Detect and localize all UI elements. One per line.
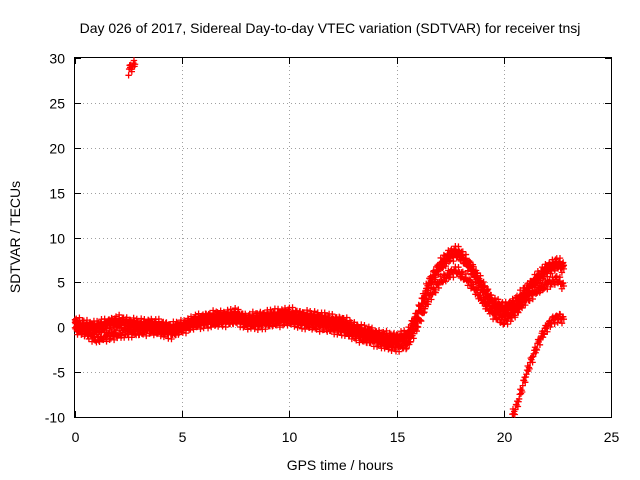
chart-title: Day 026 of 2017, Sidereal Day-to-day VTE… [80,20,581,36]
data-point [556,254,564,262]
y-tick-label: -5 [53,365,66,381]
y-tick-label: 30 [49,51,65,67]
data-point [511,302,519,309]
data-point [343,314,350,321]
data-point [356,330,363,337]
y-axis-label: SDTVAR / TECUs [7,181,23,293]
data-point [182,325,190,332]
y-tick-label: 5 [57,275,65,291]
data-point [450,253,457,260]
data-point [131,61,139,68]
data-point [511,314,519,321]
data-point [125,323,132,330]
data-point [414,323,422,331]
data-point [477,272,484,279]
y-tick-label: 10 [49,231,65,247]
data-point [311,308,318,315]
data-point [395,348,403,355]
data-point [551,320,558,328]
data-point [262,316,269,324]
data-point [130,57,138,64]
x-tick-label: 20 [497,429,513,445]
y-tick-label: 15 [49,186,65,202]
data-point [262,325,269,333]
data-point [222,323,229,331]
data-point [526,365,533,373]
data-point [329,310,336,318]
data-point [481,282,489,290]
data-point [484,285,492,293]
data-point [529,359,536,366]
data-point [407,327,414,334]
y-tick-label: 20 [49,141,65,157]
data-point [407,338,414,346]
data-point [219,315,226,323]
data-point [316,318,323,325]
data-point [417,303,425,310]
data-point [85,326,93,333]
data-point [204,324,212,332]
series [509,310,568,418]
x-tick-label: 5 [179,429,187,445]
data-point [553,272,560,280]
data-point [231,305,239,312]
data-point [558,320,566,327]
data-point [289,304,296,311]
x-tick-label: 15 [390,429,406,445]
y-tick-label: 0 [57,320,65,336]
data-point [462,270,470,278]
data-point [529,295,537,303]
series [125,57,139,79]
plot-frame [74,57,612,418]
data-point [115,311,123,319]
x-tick-label: 25 [604,429,620,445]
data-point [410,335,417,342]
data-point [560,262,568,269]
data-point [435,266,443,274]
data-point [560,315,568,323]
x-tick-label: 0 [72,429,80,445]
data-point [499,313,506,320]
data-point [518,388,526,396]
data-point [192,311,199,318]
ticks: 0 5 10 15 20 25 -10 -5 0 5 10 15 20 25 30 [45,51,620,446]
data-point [410,322,417,330]
data-point [477,288,484,296]
data-point [529,283,537,290]
series [71,243,568,345]
y-tick-label: -10 [45,410,65,426]
data-point [380,328,387,336]
data-point [558,265,566,273]
x-axis-label: GPS time / hours [287,457,394,473]
data-point [544,328,551,335]
data-point [155,315,163,323]
data-point [395,338,403,345]
data-point [125,72,132,79]
data-point [417,317,425,325]
data-point [414,310,422,317]
data-point [435,284,443,292]
data-point [432,289,439,296]
data-point [484,300,492,307]
data-point [459,248,467,255]
data-point [533,346,541,354]
data-point [356,339,363,346]
data-point [504,320,511,328]
data-point [536,341,544,349]
data-point [204,318,212,325]
x-tick-label: 10 [282,429,298,445]
data-points [71,57,568,418]
data-point [219,323,226,330]
data-point [462,251,470,258]
data-point [556,273,564,281]
data-point [560,282,568,290]
y-tick-label: 25 [49,96,65,112]
data-point [450,274,457,281]
data-point [365,323,373,331]
data-point [222,316,229,324]
data-point [432,272,439,279]
data-point [519,382,526,389]
